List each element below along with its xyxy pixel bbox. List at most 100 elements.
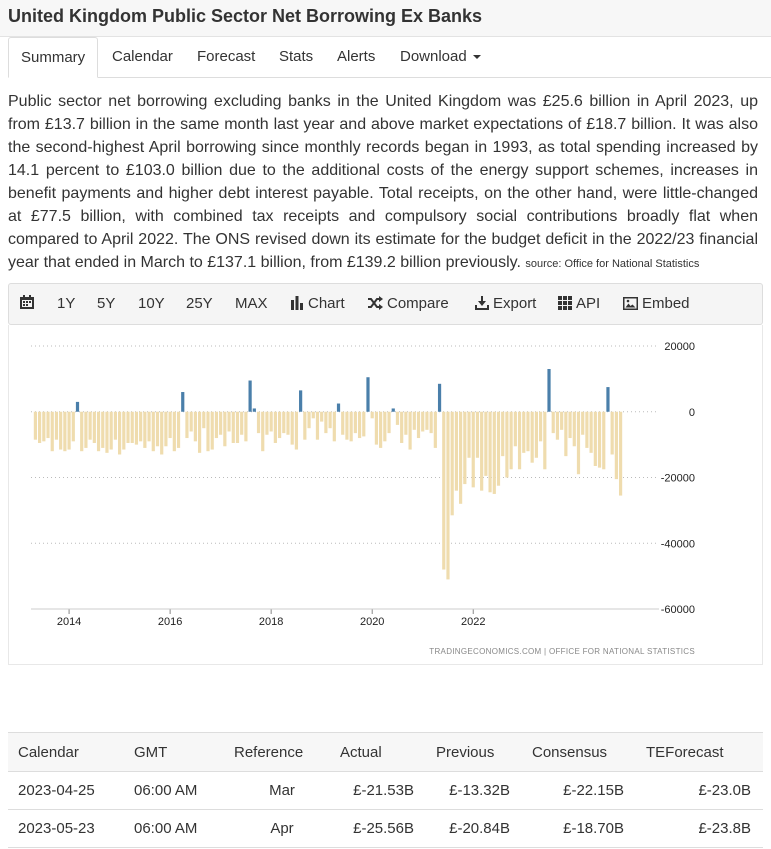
bar xyxy=(467,411,471,458)
bar xyxy=(307,411,311,429)
y-tick-label: 0 xyxy=(689,407,695,419)
bar xyxy=(277,411,282,439)
chart-button[interactable]: Chart xyxy=(290,284,345,324)
bar xyxy=(92,411,96,443)
bar xyxy=(223,411,227,447)
compare-button-label: Compare xyxy=(387,295,449,312)
range-1y-button[interactable]: 1Y xyxy=(57,295,76,312)
tab-summary[interactable]: Summary xyxy=(8,37,99,78)
summary-paragraph: Public sector net borrowing excluding ba… xyxy=(8,90,758,276)
summary-text: Public sector net borrowing excluding ba… xyxy=(8,93,758,271)
shuffle-icon xyxy=(368,296,383,310)
bar xyxy=(332,411,336,442)
bar xyxy=(614,411,618,480)
cell-previous: £-13.32B xyxy=(426,771,522,810)
bar xyxy=(395,411,400,425)
cell-actual: £-21.53B xyxy=(330,771,426,810)
bar xyxy=(59,411,63,450)
bar xyxy=(299,390,303,412)
col-reference: Reference xyxy=(224,732,330,772)
bar xyxy=(320,411,324,422)
bar xyxy=(618,411,623,496)
y-tick-label: -20000 xyxy=(661,473,695,485)
bar xyxy=(261,411,265,452)
bar xyxy=(122,411,126,450)
bar xyxy=(324,411,328,434)
bar xyxy=(269,411,273,432)
chart-toolbar: 1Y 5Y 10Y 25Y MAX Chart Compare Export A… xyxy=(8,283,763,325)
bar xyxy=(231,411,235,443)
bar xyxy=(109,411,113,450)
bar xyxy=(235,411,240,443)
bar xyxy=(412,411,416,430)
cell-time: 06:00 AM xyxy=(124,809,224,848)
bar xyxy=(391,408,395,412)
embed-button[interactable]: Embed xyxy=(623,284,690,324)
bar xyxy=(282,411,286,434)
bar xyxy=(155,411,160,447)
col-actual: Actual xyxy=(330,732,426,772)
cell-consensus: £-22.15B xyxy=(522,771,636,810)
bar xyxy=(84,411,88,448)
bar xyxy=(501,411,505,457)
bar xyxy=(610,411,614,455)
bar xyxy=(370,411,374,419)
bar xyxy=(42,411,46,442)
bar xyxy=(75,401,80,412)
range-10y-button[interactable]: 10Y xyxy=(138,295,165,312)
bar xyxy=(547,369,551,412)
tab-download[interactable]: Download xyxy=(388,37,493,77)
cell-actual: £-25.56B xyxy=(330,809,426,848)
bar xyxy=(160,411,164,455)
bar xyxy=(164,411,168,447)
bar xyxy=(172,411,176,452)
bar xyxy=(113,411,117,440)
x-tick-label: 2014 xyxy=(57,616,81,628)
bar xyxy=(522,411,526,453)
bar xyxy=(496,411,501,486)
range-25y-button[interactable]: 25Y xyxy=(186,295,213,312)
compare-button[interactable]: Compare xyxy=(367,284,449,324)
bar xyxy=(400,411,404,443)
tab-alerts[interactable]: Alerts xyxy=(337,48,376,65)
export-button-label: Export xyxy=(493,295,537,312)
tab-forecast[interactable]: Forecast xyxy=(197,48,256,65)
bar xyxy=(488,411,492,493)
col-calendar: Calendar xyxy=(8,732,124,772)
bar xyxy=(328,411,332,429)
bar xyxy=(227,411,231,432)
image-icon xyxy=(623,297,638,310)
cell-time: 06:00 AM xyxy=(124,771,224,810)
tab-calendar[interactable]: Calendar xyxy=(112,48,173,65)
bar xyxy=(139,411,143,442)
calendar-icon[interactable] xyxy=(19,284,39,324)
bar xyxy=(526,411,530,452)
cell-date: 2023-05-23 xyxy=(8,809,124,848)
bar xyxy=(606,387,610,412)
table-row: 2023-05-23 06:00 AM Apr £-25.56B £-20.84… xyxy=(8,809,763,848)
bar xyxy=(176,411,181,448)
bar xyxy=(539,411,543,442)
cell-previous: £-20.84B xyxy=(426,809,522,848)
range-max-button[interactable]: MAX xyxy=(235,295,268,312)
bar xyxy=(437,383,442,412)
bar xyxy=(513,411,517,447)
bar xyxy=(379,411,383,448)
bar xyxy=(210,411,214,450)
source-note: source: Office for National Statistics xyxy=(525,258,700,270)
export-button[interactable]: Export xyxy=(475,284,536,324)
bar xyxy=(602,411,606,470)
bar xyxy=(63,411,67,452)
tab-stats[interactable]: Stats xyxy=(279,48,314,65)
bar xyxy=(454,411,458,491)
x-tick-label: 2016 xyxy=(158,616,182,628)
y-tick-label: -40000 xyxy=(661,538,695,550)
bar xyxy=(425,411,429,430)
chart-button-label: Chart xyxy=(308,295,345,312)
bar xyxy=(265,411,269,435)
bar xyxy=(471,411,475,488)
cell-teforecast: £-23.0B xyxy=(636,771,763,810)
api-button[interactable]: API xyxy=(558,284,600,324)
bar xyxy=(248,380,252,412)
range-5y-button[interactable]: 5Y xyxy=(97,295,116,312)
